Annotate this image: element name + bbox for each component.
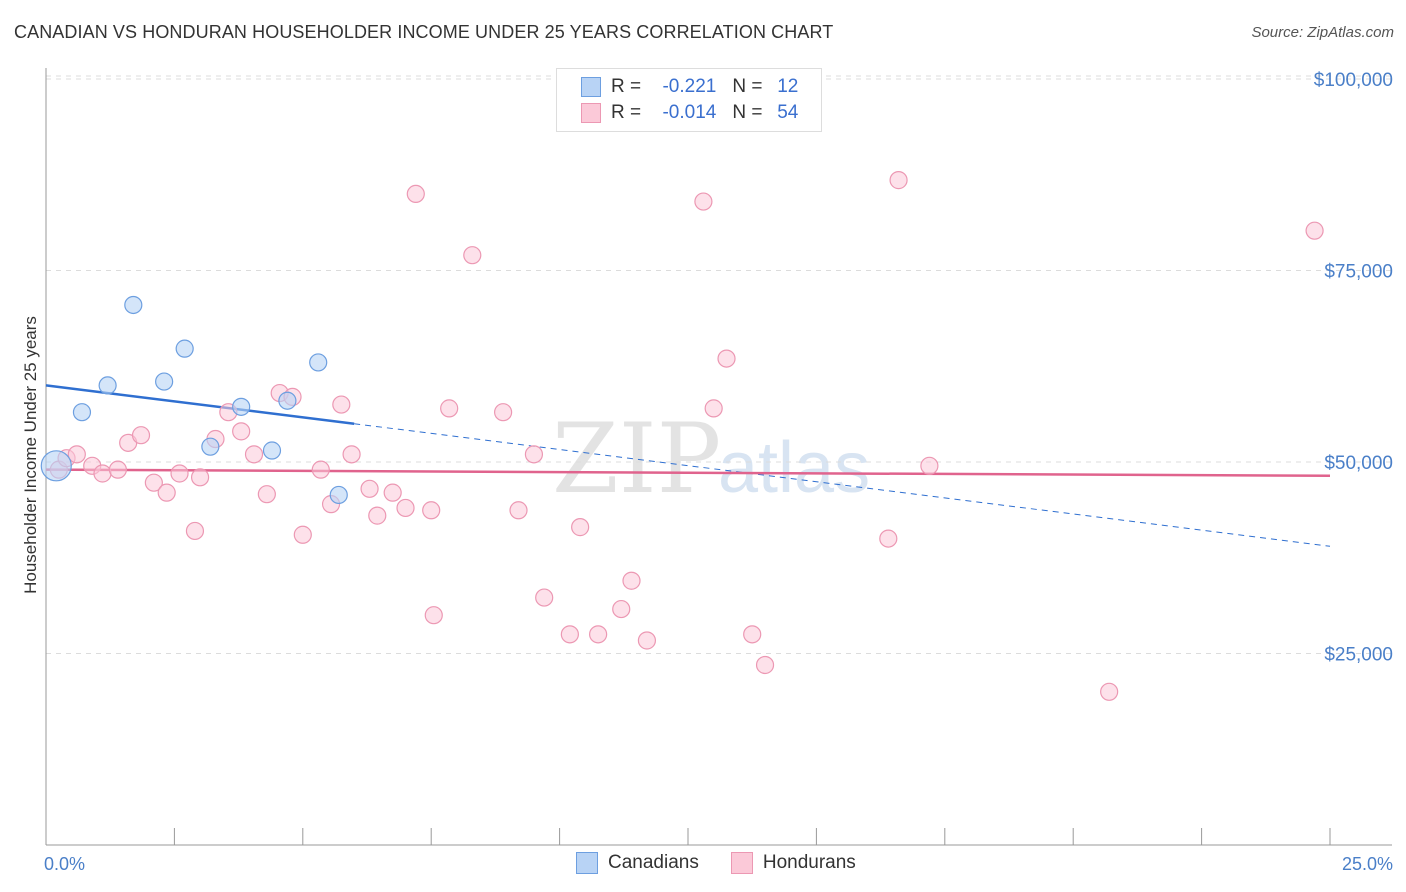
honduran-point — [360, 479, 379, 498]
honduran-point — [560, 625, 579, 644]
y-axis-label: Householder Income Under 25 years — [21, 316, 40, 594]
honduran-point — [293, 525, 312, 544]
honduran-point — [332, 395, 351, 414]
legend-row-hondurans: R = -0.014 N = 54 — [581, 101, 808, 125]
honduran-point — [879, 529, 898, 548]
canadian-point — [40, 450, 72, 482]
watermark: ZIP atlas — [552, 403, 870, 515]
honduran-point — [463, 246, 482, 265]
honduran-point — [1305, 221, 1324, 240]
honduran-point — [170, 464, 189, 483]
honduran-point — [131, 426, 151, 445]
honduran-point — [67, 445, 86, 464]
honduran-point — [422, 501, 441, 520]
honduran-point — [368, 506, 387, 525]
honduran-point — [144, 473, 163, 492]
honduran-point — [571, 518, 590, 537]
honduran-point — [232, 422, 251, 441]
honduran-point — [920, 456, 939, 475]
honduran-point — [755, 655, 775, 675]
legend-r-value: -0.221 — [662, 76, 717, 97]
data-points — [40, 171, 1324, 701]
canadian-point — [262, 441, 282, 460]
canadian-point — [155, 372, 174, 391]
watermark-atlas: atlas — [718, 428, 870, 508]
honduran-point — [424, 606, 443, 625]
legend-r-value: -0.014 — [662, 102, 717, 123]
honduran-point — [694, 192, 713, 211]
canadian-point — [278, 391, 297, 410]
honduran-point — [93, 464, 112, 483]
honduran-point — [589, 625, 608, 644]
honduran-point — [637, 631, 657, 650]
source-credit: Source: ZipAtlas.com — [1251, 24, 1394, 41]
honduran-point — [185, 521, 205, 541]
honduran-point — [440, 399, 459, 418]
canadian-point — [309, 353, 328, 372]
honduran-point — [622, 571, 641, 590]
canadian-point — [98, 376, 117, 395]
canadians-trend-extension — [354, 423, 1331, 547]
legend-row-canadians: R = -0.221 N = 12 — [581, 75, 808, 99]
honduran-point — [108, 460, 128, 479]
x-tick-label: 25.0% — [1342, 854, 1393, 874]
honduran-point — [342, 445, 361, 464]
y-tick-labels: $25,000 $50,000 $75,000 $100,000 — [1314, 70, 1393, 666]
watermark-zip: ZIP — [552, 403, 721, 515]
honduran-point — [406, 184, 425, 203]
honduran-point — [257, 485, 276, 504]
honduran-point — [704, 399, 723, 418]
legend-r-label: R = — [611, 76, 642, 97]
legend-r-label: R = — [611, 102, 642, 123]
legend-n-value: 54 — [777, 102, 799, 123]
canadian-point — [232, 397, 251, 416]
honduran-point — [535, 588, 554, 607]
y-tick-label: $25,000 — [1324, 645, 1393, 666]
canadian-point — [124, 295, 143, 315]
honduran-point — [1100, 682, 1119, 701]
honduran-point — [311, 460, 330, 479]
hondurans-trend-line — [45, 468, 1331, 478]
x-tick-labels: 0.0% 25.0% — [44, 854, 1393, 874]
x-tick-label: 0.0% — [44, 854, 85, 874]
hondurans-swatch — [581, 103, 601, 123]
honduran-point — [157, 483, 176, 502]
chart-title: CANADIAN VS HONDURAN HOUSEHOLDER INCOME … — [14, 22, 834, 42]
legend-n-value: 12 — [777, 76, 799, 97]
honduran-point — [396, 498, 415, 518]
honduran-point — [190, 468, 210, 487]
honduran-point — [743, 625, 762, 644]
y-tick-label: $50,000 — [1324, 453, 1393, 474]
honduran-point — [383, 483, 402, 502]
legend-label-canadians: Canadians — [608, 852, 699, 873]
legend-item-hondurans: Hondurans — [730, 852, 856, 874]
legend-item-canadians: Canadians — [576, 852, 699, 874]
honduran-point — [612, 599, 631, 619]
honduran-point — [524, 445, 544, 464]
trend-lines — [45, 384, 1331, 547]
hondurans-legend-swatch — [730, 852, 753, 874]
canadian-point — [201, 437, 220, 456]
canadian-point — [175, 339, 194, 358]
canadians-swatch — [581, 77, 601, 97]
legend-n-label: N = — [732, 102, 763, 123]
canadians-legend-swatch — [576, 852, 598, 874]
honduran-point — [244, 445, 264, 464]
legend-label-hondurans: Hondurans — [762, 852, 856, 873]
canadian-point — [329, 485, 348, 505]
canadian-point — [72, 403, 92, 422]
legend-n-label: N = — [732, 76, 763, 97]
canadians-trend-line — [45, 384, 355, 425]
y-tick-label: $100,000 — [1314, 70, 1393, 91]
honduran-point — [509, 501, 528, 520]
honduran-point — [494, 403, 513, 422]
gridlines — [46, 75, 1392, 654]
honduran-point — [717, 349, 736, 368]
y-tick-label: $75,000 — [1324, 262, 1393, 283]
series-legend: Canadians Hondurans — [576, 852, 888, 874]
correlation-legend: R = -0.221 N = 12 R = -0.014 N = 54 — [556, 68, 822, 132]
honduran-point — [889, 171, 908, 190]
